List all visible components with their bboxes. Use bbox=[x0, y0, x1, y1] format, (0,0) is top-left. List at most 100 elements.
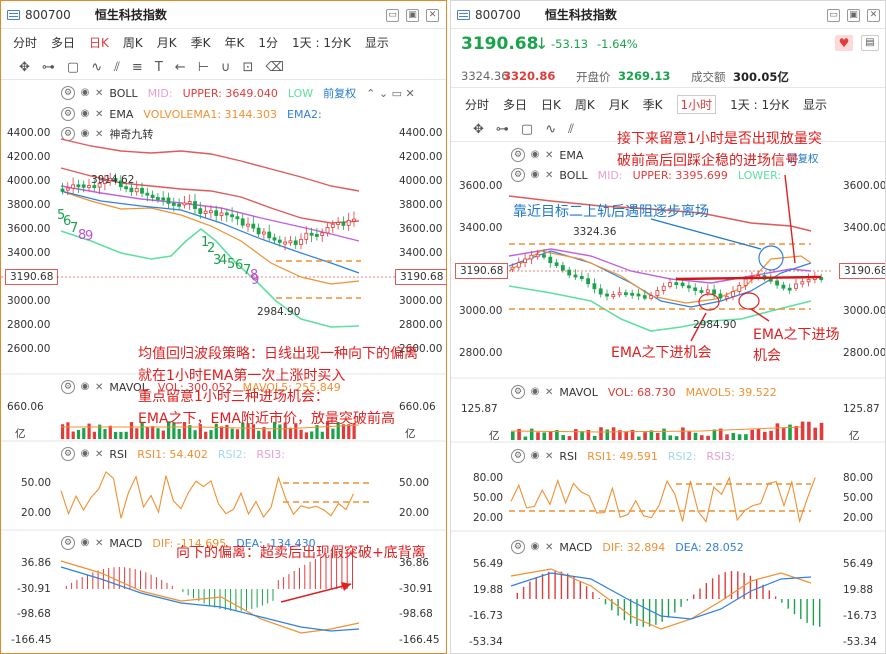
tab-duori[interactable]: 多日 bbox=[51, 35, 76, 50]
move-icon[interactable]: ✥ bbox=[473, 121, 484, 137]
channel-tool-icon[interactable]: ⫽ bbox=[114, 59, 120, 75]
y-tick: 3800.00 bbox=[7, 199, 51, 211]
close-indicator-icon[interactable]: ✕ bbox=[95, 87, 104, 99]
eye-icon[interactable]: ◉ bbox=[80, 128, 90, 139]
gear-icon[interactable]: ⚙ bbox=[61, 86, 75, 100]
eye-icon[interactable]: ◉ bbox=[530, 149, 540, 160]
tab-1min[interactable]: 1分 bbox=[258, 35, 279, 50]
gear-icon[interactable]: ⚙ bbox=[61, 380, 75, 394]
gear-icon[interactable]: ⚙ bbox=[511, 385, 525, 399]
minimize-icon[interactable]: ▭ bbox=[386, 9, 399, 22]
annotation-arrow bbox=[784, 174, 796, 264]
volume-bar bbox=[315, 425, 319, 439]
eye-icon[interactable]: ◉ bbox=[530, 386, 540, 397]
channel-tool-icon[interactable]: ⫽ bbox=[568, 121, 574, 137]
close-indicator-icon[interactable]: ✕ bbox=[545, 149, 554, 161]
tab-zhouk[interactable]: 周K bbox=[574, 97, 595, 112]
wave-tool-icon[interactable]: ∿ bbox=[91, 59, 103, 75]
tab-fenshi[interactable]: 分时 bbox=[465, 97, 490, 112]
gear-icon[interactable]: ⚙ bbox=[511, 540, 525, 554]
indicator-name[interactable]: BOLL bbox=[109, 86, 138, 100]
tab-rik[interactable]: 日K bbox=[89, 35, 109, 50]
line-tool-icon[interactable]: ⊶ bbox=[495, 121, 509, 137]
tab-duori[interactable]: 多日 bbox=[503, 97, 528, 112]
volume-bar bbox=[744, 434, 748, 440]
eye-icon[interactable]: ◉ bbox=[530, 169, 540, 180]
indicator-name[interactable]: MAVOL bbox=[109, 380, 148, 394]
line-tool-icon[interactable]: ⊶ bbox=[41, 59, 55, 75]
close-indicator-icon[interactable]: ✕ bbox=[95, 128, 104, 140]
tab-range[interactable]: 1天 : 1分K bbox=[730, 97, 789, 112]
close-indicator-icon[interactable]: ✕ bbox=[95, 108, 104, 120]
wave-tool-icon[interactable]: ∿ bbox=[545, 121, 557, 137]
indicator-name[interactable]: MACD bbox=[109, 536, 143, 550]
close-indicator-icon[interactable]: ✕ bbox=[95, 537, 104, 549]
adjust-mode[interactable]: 前复权 bbox=[323, 87, 357, 100]
close-icon[interactable]: ✕ bbox=[867, 9, 880, 22]
tab-range[interactable]: 1天 : 1分K bbox=[292, 35, 351, 50]
indicator-name[interactable]: EMA bbox=[109, 107, 134, 121]
eye-icon[interactable]: ◉ bbox=[80, 448, 90, 459]
ruler-tool-icon[interactable]: ⊢ bbox=[197, 59, 210, 75]
favorite-heart-icon[interactable]: ♥ bbox=[835, 35, 853, 51]
close-indicator-icon[interactable]: ✕ bbox=[545, 386, 554, 398]
close-indicator-icon[interactable]: ✕ bbox=[95, 381, 104, 393]
tab-yuek[interactable]: 月K bbox=[156, 35, 177, 50]
close-indicator-icon[interactable]: ✕ bbox=[95, 448, 104, 460]
gear-icon[interactable]: ⚙ bbox=[61, 107, 75, 121]
indicator-name[interactable]: RSI bbox=[109, 447, 128, 461]
indicator-name[interactable]: BOLL bbox=[559, 168, 588, 182]
tab-niank[interactable]: 年K bbox=[224, 35, 245, 50]
eye-icon[interactable]: ◉ bbox=[80, 537, 90, 548]
gear-icon[interactable]: ⚙ bbox=[61, 447, 75, 461]
indicator-name[interactable]: 神奇九转 bbox=[109, 128, 154, 141]
close-icon[interactable]: ✕ bbox=[426, 9, 439, 22]
close-indicator-icon[interactable]: ✕ bbox=[545, 450, 554, 462]
tab-fenshi[interactable]: 分时 bbox=[13, 35, 38, 50]
list-icon[interactable] bbox=[7, 10, 20, 20]
tab-display[interactable]: 显示 bbox=[364, 35, 389, 50]
tab-1hour[interactable]: 1小时 bbox=[676, 94, 717, 114]
rsi-legend: ⚙ ◉ ✕ RSI RSI1: 54.402 RSI2: RSI3: bbox=[1, 445, 446, 463]
delete-icon[interactable]: ⌫ bbox=[265, 59, 284, 75]
tab-zhouk[interactable]: 周K bbox=[122, 35, 143, 50]
gear-icon[interactable]: ⚙ bbox=[511, 148, 525, 162]
eye-icon[interactable]: ◉ bbox=[80, 381, 90, 392]
list-icon[interactable] bbox=[457, 10, 470, 20]
close-indicator-icon[interactable]: ✕ bbox=[545, 169, 554, 181]
tab-display[interactable]: 显示 bbox=[802, 97, 827, 112]
nine-count: 9 bbox=[85, 229, 94, 244]
indicator-name[interactable]: RSI bbox=[559, 449, 578, 463]
arrow-tool-icon[interactable]: ← bbox=[174, 59, 186, 75]
indicator-name[interactable]: EMA bbox=[559, 148, 584, 162]
tab-jik[interactable]: 季K bbox=[642, 97, 663, 112]
magnet-icon[interactable]: ∪ bbox=[221, 59, 231, 75]
eye-icon[interactable]: ◉ bbox=[530, 450, 540, 461]
volume-bar bbox=[347, 424, 351, 439]
more-icon[interactable]: ▤ bbox=[861, 35, 879, 51]
gear-icon[interactable]: ⚙ bbox=[511, 449, 525, 463]
lock-icon[interactable]: ⊡ bbox=[242, 59, 254, 75]
candle bbox=[325, 227, 330, 234]
tab-rik[interactable]: 日K bbox=[541, 97, 561, 112]
eye-icon[interactable]: ◉ bbox=[80, 108, 90, 119]
volume-bar bbox=[251, 424, 255, 439]
restore-icon[interactable]: ▣ bbox=[847, 9, 860, 22]
tab-jik[interactable]: 季K bbox=[190, 35, 211, 50]
rect-tool-icon[interactable]: ▢ bbox=[66, 59, 80, 75]
adjust-mode[interactable]: 前复权 bbox=[787, 153, 819, 165]
eye-icon[interactable]: ◉ bbox=[530, 541, 540, 552]
close-indicator-icon[interactable]: ✕ bbox=[545, 541, 554, 553]
move-icon[interactable]: ✥ bbox=[19, 59, 30, 75]
gear-icon[interactable]: ⚙ bbox=[511, 168, 525, 182]
text-tool-icon[interactable]: T bbox=[154, 59, 163, 75]
gear-icon[interactable]: ⚙ bbox=[61, 536, 75, 550]
indicator-name[interactable]: MAVOL bbox=[559, 385, 598, 399]
minimize-icon[interactable]: ▭ bbox=[827, 9, 840, 22]
eye-icon[interactable]: ◉ bbox=[80, 87, 90, 98]
indicator-name[interactable]: MACD bbox=[559, 540, 593, 554]
rect-tool-icon[interactable]: ▢ bbox=[520, 121, 534, 137]
fib-tool-icon[interactable]: ≡ bbox=[131, 59, 143, 75]
tab-yuek[interactable]: 月K bbox=[608, 97, 629, 112]
restore-icon[interactable]: ▣ bbox=[406, 9, 419, 22]
